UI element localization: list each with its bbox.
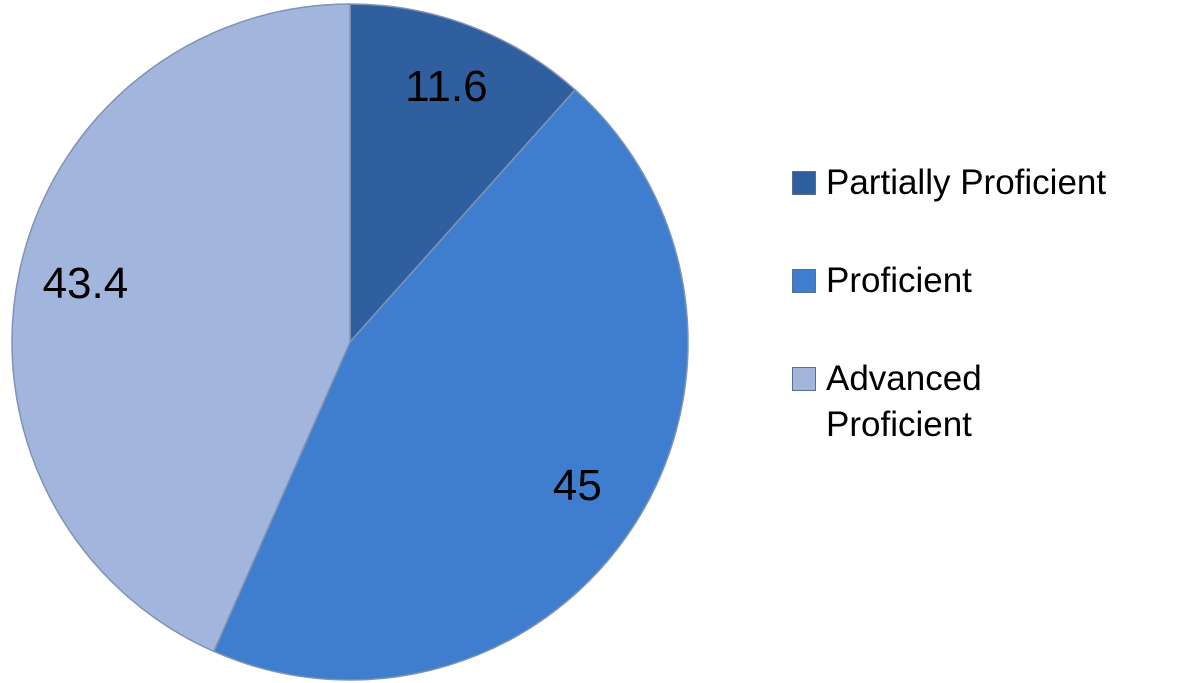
legend-item: Proficient bbox=[792, 258, 1192, 304]
legend-label: Proficient bbox=[826, 261, 972, 300]
legend-item: Partially Proficient bbox=[792, 160, 1192, 206]
pie-slice bbox=[11, 3, 351, 653]
slice-label: 11.6 bbox=[405, 62, 487, 111]
legend-label: Partially Proficient bbox=[826, 163, 1107, 202]
pie-slice bbox=[212, 88, 689, 681]
legend-swatch bbox=[792, 269, 816, 293]
legend-label: Advanced Proficient bbox=[826, 359, 982, 444]
legend-swatch bbox=[792, 171, 816, 195]
slice-label: 45 bbox=[553, 461, 602, 510]
legend: Partially Proficient Proficient Advanced P… bbox=[792, 160, 1192, 500]
legend-swatch bbox=[792, 367, 816, 391]
pie-slice bbox=[349, 3, 577, 344]
legend-item: Advanced Proficient bbox=[792, 356, 1192, 448]
slice-label: 43.4 bbox=[43, 259, 129, 308]
